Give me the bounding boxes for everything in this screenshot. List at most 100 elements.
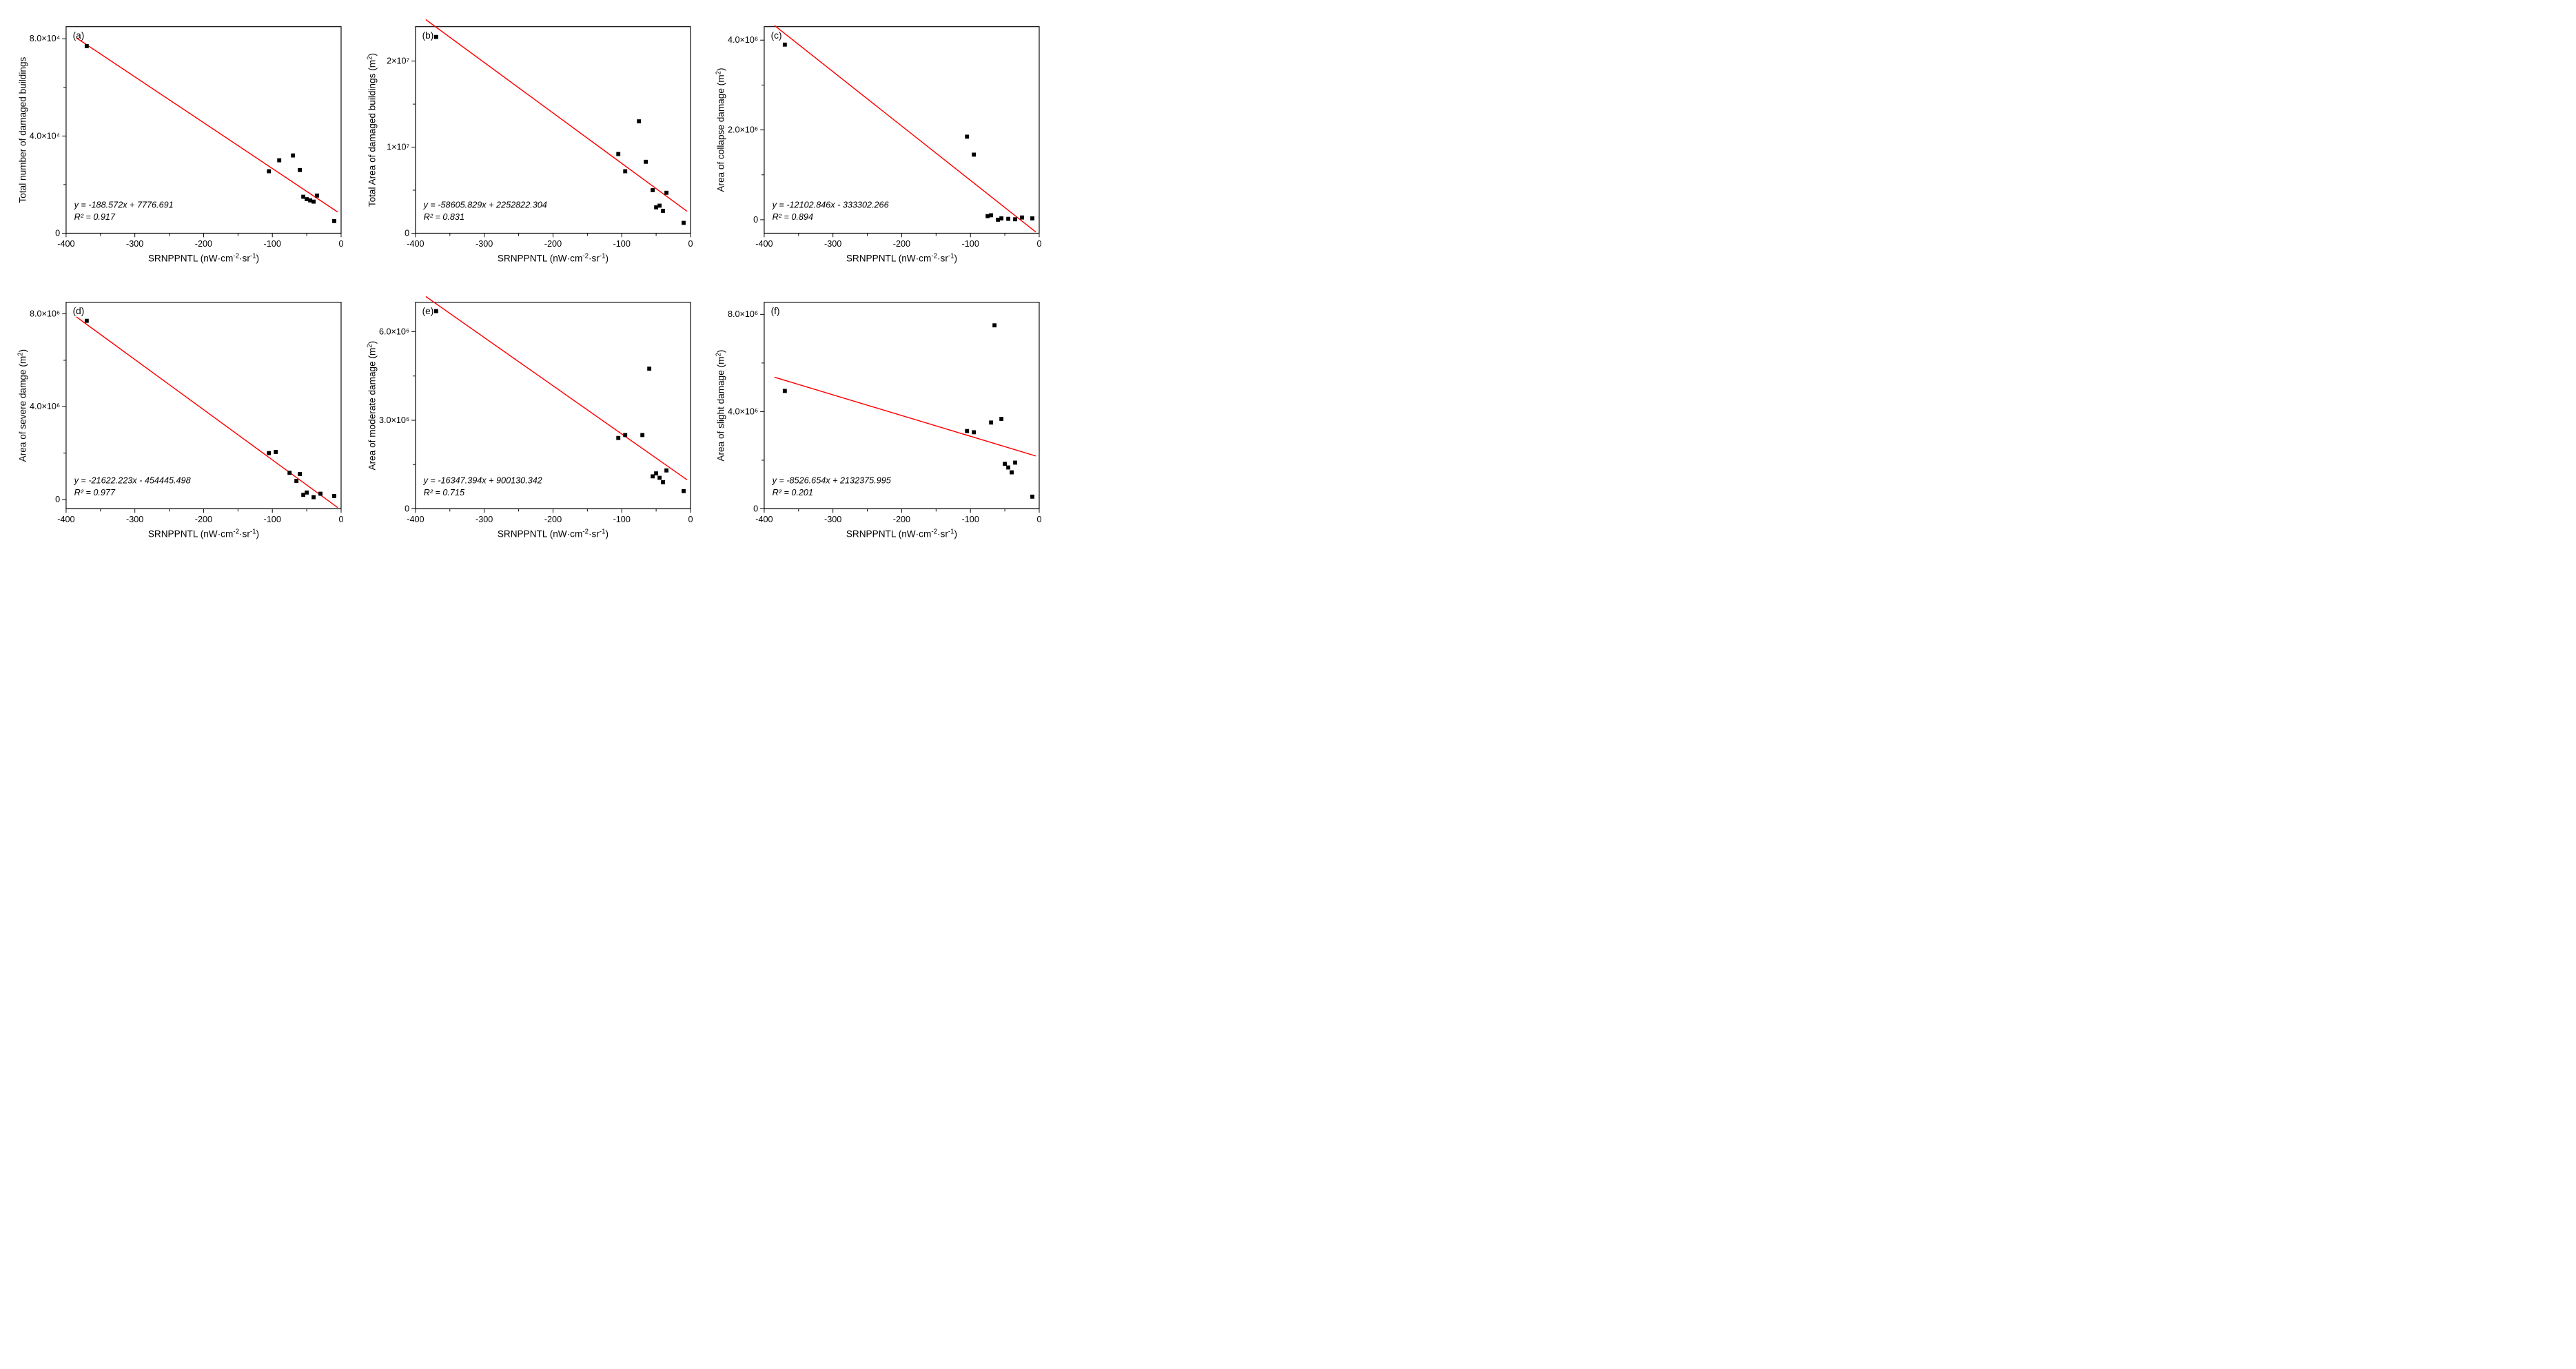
fit-r2: R² = 0.201 xyxy=(773,488,813,497)
regression-line xyxy=(76,38,338,212)
y-axis-title: Area of severe damge (m2) xyxy=(17,349,28,462)
panel-a-svg: -400-300-200-100004.0×10⁴8.0×10⁴(a)y = -… xyxy=(14,14,349,276)
data-point xyxy=(644,160,648,164)
x-tick-label: -300 xyxy=(126,239,143,249)
data-point xyxy=(783,43,787,47)
data-point xyxy=(972,153,977,157)
data-point xyxy=(986,214,990,218)
data-point xyxy=(664,469,668,473)
fit-equation: y = -16347.394x + 900130.342 xyxy=(422,475,542,485)
x-tick-label: 0 xyxy=(338,239,343,249)
panel-a: -400-300-200-100004.0×10⁴8.0×10⁴(a)y = -… xyxy=(14,14,349,276)
y-tick-label: 4.0×10⁶ xyxy=(728,35,758,45)
data-point xyxy=(657,476,662,480)
x-tick-label: -200 xyxy=(195,239,212,249)
fit-r2: R² = 0.715 xyxy=(423,488,464,497)
x-tick-label: -400 xyxy=(407,239,424,249)
data-point xyxy=(434,309,438,313)
x-tick-label: 0 xyxy=(688,515,693,524)
data-point xyxy=(305,197,309,201)
data-point xyxy=(1013,461,1017,465)
panel-d: -400-300-200-100004.0×10⁶8.0×10⁶(d)y = -… xyxy=(14,289,349,551)
y-tick-label: 6.0×10⁶ xyxy=(379,327,409,336)
x-tick-label: -300 xyxy=(476,515,493,524)
y-tick-label: 8.0×10⁶ xyxy=(30,309,60,318)
x-tick-label: -100 xyxy=(613,515,630,524)
x-tick-label: -400 xyxy=(57,515,74,524)
panel-e-svg: -400-300-200-100003.0×10⁶6.0×10⁶(e)y = -… xyxy=(363,289,699,551)
fit-r2: R² = 0.831 xyxy=(423,212,464,222)
panel-label: (f) xyxy=(771,306,780,316)
regression-line xyxy=(426,296,687,480)
x-tick-label: -400 xyxy=(57,239,74,249)
data-point xyxy=(287,471,292,475)
y-tick-label: 0 xyxy=(55,228,60,238)
regression-line xyxy=(775,377,1036,455)
panel-label: (e) xyxy=(422,306,433,316)
data-point xyxy=(661,209,665,213)
data-point xyxy=(657,204,662,208)
panel-c: -400-300-200-100002.0×10⁶4.0×10⁶(c)y = -… xyxy=(712,14,1047,276)
y-tick-label: 0 xyxy=(753,504,758,513)
y-axis-title: Area of collapse damage (m2) xyxy=(715,68,726,192)
data-point xyxy=(661,480,665,484)
data-point xyxy=(298,472,302,476)
data-point xyxy=(623,433,627,437)
x-tick-label: -200 xyxy=(544,239,561,249)
data-point xyxy=(623,169,627,174)
x-tick-label: -400 xyxy=(756,239,773,249)
fit-r2: R² = 0.917 xyxy=(74,212,116,222)
data-point xyxy=(965,134,970,138)
data-point xyxy=(972,430,977,434)
data-point xyxy=(640,433,644,437)
y-tick-label: 8.0×10⁶ xyxy=(728,309,758,319)
data-point xyxy=(1006,466,1010,470)
fit-equation: y = -8526.654x + 2132375.995 xyxy=(772,475,892,485)
y-tick-label: 3.0×10⁶ xyxy=(379,415,409,425)
data-point xyxy=(85,319,89,323)
data-point xyxy=(783,389,787,393)
data-point xyxy=(990,213,994,217)
data-point xyxy=(298,168,302,172)
panel-label: (b) xyxy=(422,30,433,41)
x-tick-label: -100 xyxy=(962,515,979,524)
x-tick-label: -300 xyxy=(824,515,841,524)
x-axis-title: SRNPPNTL (nW·cm-2·sr-1) xyxy=(148,252,259,263)
panel-b: -400-300-200-100001×10⁷2×10⁷(b)y = -5860… xyxy=(363,14,699,276)
x-tick-label: -200 xyxy=(893,515,910,524)
y-axis-title: Total Area of damaged buildings (m2) xyxy=(366,53,377,207)
y-tick-label: 0 xyxy=(405,228,409,238)
y-tick-label: 4.0×10⁶ xyxy=(30,402,60,411)
data-point xyxy=(647,367,651,371)
panel-b-svg: -400-300-200-100001×10⁷2×10⁷(b)y = -5860… xyxy=(363,14,699,276)
x-axis-title: SRNPPNTL (nW·cm-2·sr-1) xyxy=(148,528,259,539)
data-point xyxy=(305,491,309,495)
data-point xyxy=(1013,217,1017,221)
x-axis-title: SRNPPNTL (nW·cm-2·sr-1) xyxy=(497,528,608,539)
y-tick-label: 0 xyxy=(405,504,409,513)
data-point xyxy=(301,493,305,497)
data-point xyxy=(315,194,319,198)
x-axis-title: SRNPPNTL (nW·cm-2·sr-1) xyxy=(497,253,608,264)
data-point xyxy=(311,495,316,500)
x-tick-label: 0 xyxy=(688,239,693,249)
panel-f: -400-300-200-100004.0×10⁶8.0×10⁶(f)y = -… xyxy=(712,289,1047,551)
data-point xyxy=(308,198,312,203)
x-tick-label: -200 xyxy=(893,239,910,249)
data-point xyxy=(277,158,281,163)
panel-label: (a) xyxy=(73,30,85,41)
chart-grid: -400-300-200-100004.0×10⁴8.0×10⁴(a)y = -… xyxy=(14,14,1047,551)
data-point xyxy=(1020,216,1024,220)
data-point xyxy=(318,492,323,496)
data-point xyxy=(1010,471,1014,475)
panel-f-svg: -400-300-200-100004.0×10⁶8.0×10⁶(f)y = -… xyxy=(712,289,1047,551)
fit-equation: y = -188.572x + 7776.691 xyxy=(74,200,174,209)
fit-equation: y = -12102.846x - 333302.266 xyxy=(772,200,890,209)
panel-d-svg: -400-300-200-100004.0×10⁶8.0×10⁶(d)y = -… xyxy=(14,289,349,551)
x-tick-label: 0 xyxy=(1037,515,1042,524)
data-point xyxy=(434,35,438,39)
fit-r2: R² = 0.977 xyxy=(74,488,116,497)
data-point xyxy=(1030,495,1034,499)
fit-r2: R² = 0.894 xyxy=(773,212,813,222)
y-axis-title: Total number of damaged buildings xyxy=(18,56,28,203)
